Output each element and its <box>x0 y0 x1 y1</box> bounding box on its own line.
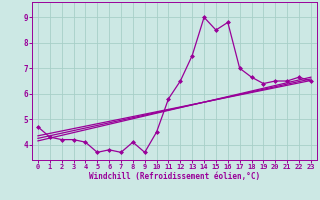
X-axis label: Windchill (Refroidissement éolien,°C): Windchill (Refroidissement éolien,°C) <box>89 172 260 181</box>
